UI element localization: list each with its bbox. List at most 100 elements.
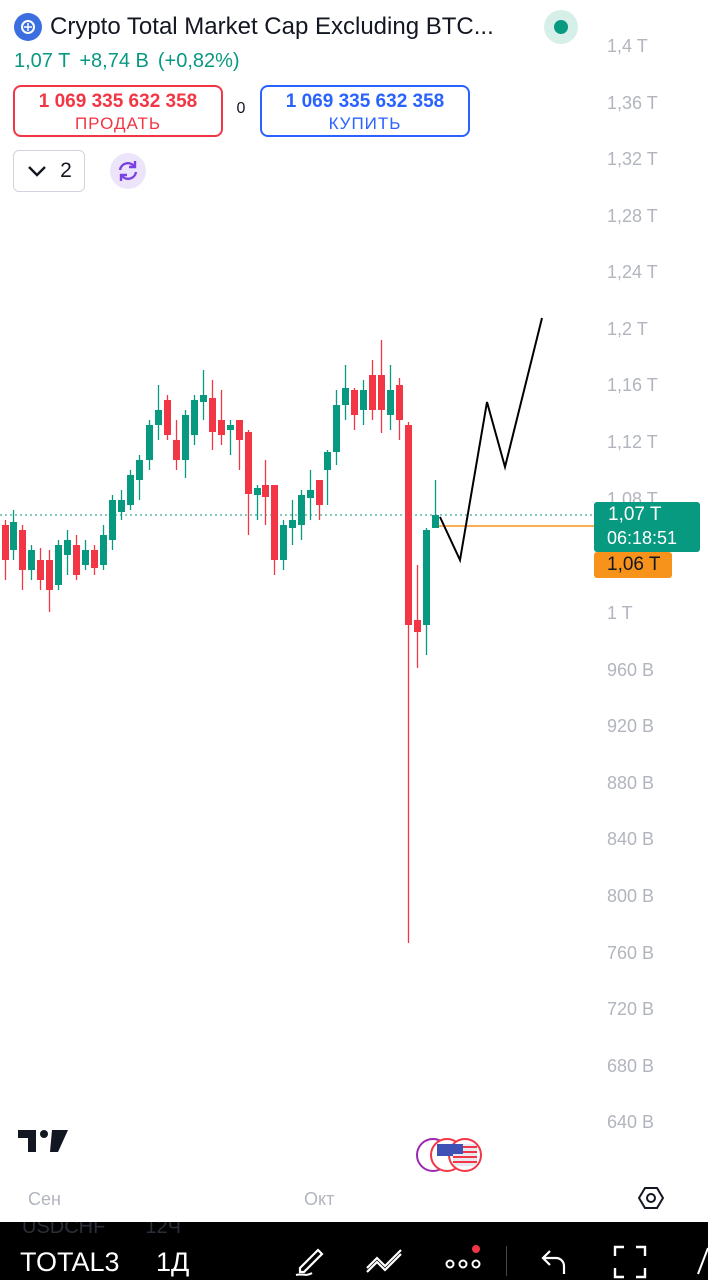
sell-button[interactable]: 1 069 335 632 358 ПРОДАТЬ: [13, 85, 223, 137]
toolbar-divider: [506, 1246, 507, 1276]
price-axis-label: 680 B: [607, 1056, 655, 1076]
current-price-value: 1,07 T: [608, 504, 662, 525]
economic-events-flags-icon[interactable]: [415, 1136, 489, 1174]
candle-body: [254, 488, 261, 495]
price-axis-label: 1,2 T: [607, 319, 648, 339]
tradingview-logo-icon[interactable]: [18, 1126, 68, 1156]
price-axis-label: 760 B: [607, 943, 655, 963]
candle-body: [307, 490, 314, 498]
price-summary: 1,07 T +8,74 B (+0,82%): [14, 50, 249, 73]
alert-price-tag[interactable]: 1,06 T: [594, 552, 672, 578]
candle-body: [360, 390, 367, 410]
candle-body: [245, 432, 252, 494]
candle-body: [298, 495, 305, 525]
candle-body: [173, 440, 180, 460]
price-change: +8,74 B: [79, 50, 149, 72]
refresh-icon: [118, 161, 138, 181]
candle-body: [73, 545, 80, 575]
more-options-icon[interactable]: [444, 1244, 484, 1274]
interval-button[interactable]: 1Д: [156, 1247, 190, 1277]
candle-body: [91, 550, 98, 568]
price-axis-label: 1,36 T: [607, 93, 658, 113]
candle-body: [118, 500, 125, 512]
price-change-percent: (+0,82%): [157, 50, 240, 72]
candle-body: [28, 550, 35, 570]
price-axis-label: 1,16 T: [607, 375, 658, 395]
price-axis-label: 800 B: [607, 886, 655, 906]
candle-body: [405, 425, 412, 625]
candle-body: [333, 405, 340, 452]
price-axis-label: 920 B: [607, 716, 655, 736]
candle-body: [200, 395, 207, 402]
price-axis-label: 1,32 T: [607, 149, 658, 169]
candle-body: [280, 525, 287, 560]
time-axis-label: Окт: [304, 1189, 335, 1209]
candle-body: [227, 425, 234, 430]
title-row[interactable]: Crypto Total Market Cap Excluding BTC...: [14, 10, 584, 44]
undo-icon[interactable]: [538, 1246, 568, 1276]
bottom-toolbar: USDCHF 12Ч TOTAL3 1Д: [0, 1222, 708, 1280]
candle-body: [432, 515, 439, 528]
symbol-search-button[interactable]: TOTAL3: [20, 1247, 120, 1277]
candle-body: [342, 388, 349, 405]
candle-body: [316, 480, 323, 505]
fullscreen-icon[interactable]: [612, 1244, 648, 1280]
price-axis-label: 1 T: [607, 603, 633, 623]
candle-body: [46, 560, 53, 590]
candle-body: [236, 420, 243, 440]
scroll-right-icon[interactable]: [696, 1246, 708, 1276]
candle-body: [100, 535, 107, 565]
chevron-down-icon: [28, 166, 47, 177]
price-axis-label: 1,4 T: [607, 36, 648, 56]
candle-body: [136, 460, 143, 480]
candle-body: [82, 550, 89, 565]
current-price-tag: 1,07 T 06:18:51: [594, 502, 700, 552]
candle-body: [109, 500, 116, 540]
bar-countdown: 06:18:51: [607, 528, 678, 548]
price-axis-label: 1,24 T: [607, 262, 658, 282]
sell-label: ПРОДАТЬ: [74, 114, 162, 133]
scrolled-watchlist-row: USDCHF 12Ч: [22, 1222, 221, 1239]
candle-body: [378, 375, 385, 410]
indicators-toggle-button[interactable]: 2: [13, 150, 85, 192]
candles-group: [2, 340, 439, 943]
candle-body: [262, 485, 269, 497]
candle-body: [37, 560, 44, 580]
refresh-button[interactable]: [110, 153, 146, 189]
market-status-indicator[interactable]: [544, 10, 578, 44]
price-axis-label: 720 B: [607, 999, 655, 1019]
candle-body: [146, 425, 153, 460]
candle-body: [155, 410, 162, 425]
price-axis-label: 960 B: [607, 660, 655, 680]
candle-body: [55, 545, 62, 585]
drawing-tools-icon[interactable]: [365, 1244, 405, 1276]
candle-body: [271, 485, 278, 560]
candle-body: [396, 385, 403, 420]
candle-body: [10, 522, 17, 550]
candle-body: [164, 400, 171, 435]
drawn-projection-path: [439, 317, 543, 564]
candle-body: [324, 452, 331, 470]
last-price: 1,07 T: [14, 50, 71, 72]
indicators-count: 2: [60, 159, 72, 182]
ghost-symbol: USDCHF: [22, 1222, 106, 1238]
drawing-pencil-icon[interactable]: [292, 1242, 328, 1278]
buy-label: КУПИТЬ: [328, 114, 402, 133]
time-axis-label: Сен: [28, 1189, 61, 1209]
candle-body: [218, 420, 225, 435]
price-axis-label: 840 B: [607, 829, 655, 849]
buy-button[interactable]: 1 069 335 632 358 КУПИТЬ: [260, 85, 470, 137]
market-open-dot-icon: [554, 20, 568, 34]
buy-amount: 1 069 335 632 358: [285, 91, 445, 112]
ghost-interval: 12Ч: [145, 1222, 181, 1238]
price-chart[interactable]: [0, 0, 708, 1180]
candle-body: [19, 530, 26, 570]
price-axis-label: 1,28 T: [607, 206, 658, 226]
sell-amount: 1 069 335 632 358: [38, 91, 198, 112]
symbol-logo-icon: [14, 13, 42, 41]
candle-body: [351, 390, 358, 415]
symbol-title[interactable]: Crypto Total Market Cap Excluding BTC...: [50, 13, 494, 40]
price-axis-label: 880 B: [607, 773, 655, 793]
chart-settings-icon[interactable]: [638, 1185, 664, 1211]
price-axis-label: 1,12 T: [607, 432, 658, 452]
